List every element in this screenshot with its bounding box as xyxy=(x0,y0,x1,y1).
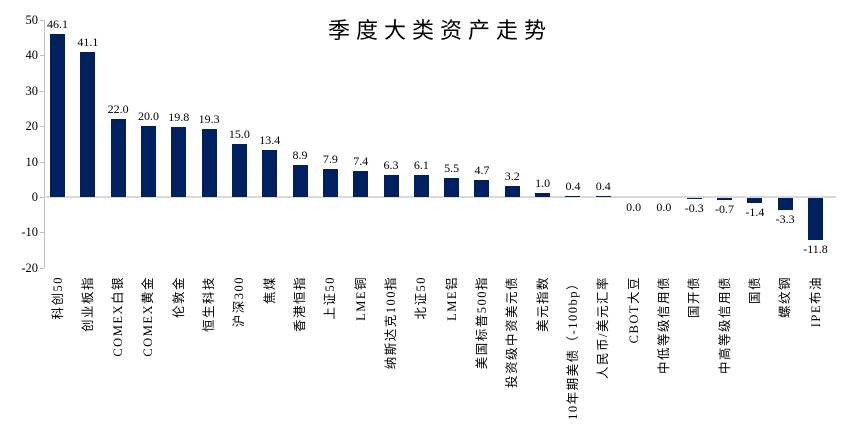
bar-value-label: 7.4 xyxy=(353,153,369,168)
y-tick-label: 50 xyxy=(25,13,39,27)
bar-value-label: -1.4 xyxy=(745,204,765,219)
bar xyxy=(444,177,460,197)
y-axis-tick xyxy=(40,55,44,57)
x-category-label: 香港恒指 xyxy=(293,276,308,333)
y-tick-label: -10 xyxy=(21,225,38,240)
bar xyxy=(504,185,520,197)
x-category-label: CBOT大豆 xyxy=(626,276,641,344)
bar-value-label: 7.9 xyxy=(322,152,338,167)
bar-value-label: 41.1 xyxy=(77,34,99,49)
x-category-label: 国开债 xyxy=(687,276,702,319)
bar-value-label: 6.1 xyxy=(413,158,429,173)
bar xyxy=(231,143,247,197)
x-category-label: 创业板指 xyxy=(80,276,95,333)
bar-value-label: -0.7 xyxy=(715,202,735,217)
bar xyxy=(747,198,763,203)
y-axis-tick xyxy=(40,126,44,128)
x-category-label: 中高等级信用债 xyxy=(717,276,732,375)
x-category-label: IPE布油 xyxy=(808,276,823,328)
bar xyxy=(777,198,793,210)
x-category-label: 北证50 xyxy=(414,276,429,320)
x-category-label: 国债 xyxy=(747,276,762,305)
bar-value-label: 46.1 xyxy=(47,16,68,31)
x-category-label: 上证50 xyxy=(323,276,338,320)
y-tick-label: 40 xyxy=(25,48,39,63)
y-tick-label: 10 xyxy=(25,154,39,169)
x-category-label: LME铝 xyxy=(444,276,459,321)
y-tick-label: -20 xyxy=(21,260,38,275)
y-axis-line xyxy=(44,20,45,268)
bar xyxy=(808,198,823,240)
bar xyxy=(353,170,369,197)
bar xyxy=(413,175,429,197)
bar-value-label: 13.4 xyxy=(259,132,281,147)
bar-value-label: 5.5 xyxy=(444,160,460,175)
bar-value-label: 22.0 xyxy=(107,102,129,117)
x-category-label: 伦敦金 xyxy=(171,276,186,319)
bar xyxy=(292,165,308,197)
y-tick-label: 20 xyxy=(25,119,39,134)
bar xyxy=(262,149,278,197)
x-category-label: 美元指数 xyxy=(535,276,550,333)
bar-value-label: 3.2 xyxy=(504,168,520,183)
bar-value-label: 19.3 xyxy=(198,111,220,126)
y-tick-label: 0 xyxy=(31,190,38,204)
zero-gridline xyxy=(44,196,836,198)
bar xyxy=(171,126,187,197)
bar xyxy=(535,193,551,197)
bar-value-label: 0.4 xyxy=(565,178,581,193)
bar-value-label: 8.9 xyxy=(292,148,308,163)
bar xyxy=(565,195,581,197)
bar xyxy=(322,169,338,197)
chart-title: 季度大类资产走势 xyxy=(327,18,552,43)
bar-value-label: 0.0 xyxy=(656,200,672,214)
y-axis-tick xyxy=(40,161,44,163)
x-category-label: 10年期美债（-100bp） xyxy=(565,276,580,420)
y-axis-tick xyxy=(40,267,44,269)
x-category-label: 投资级中资美元债 xyxy=(505,276,520,389)
y-axis-tick xyxy=(40,90,44,92)
x-category-label: 美国标普500指 xyxy=(474,276,489,370)
x-category-label: 纳斯达克100指 xyxy=(384,276,399,370)
y-axis-tick xyxy=(40,232,44,234)
bar xyxy=(110,119,126,197)
bar-value-label: 4.7 xyxy=(474,163,490,178)
x-category-label: 中低等级信用债 xyxy=(656,276,671,375)
bar xyxy=(717,198,733,201)
x-category-label: COMEX白银 xyxy=(111,276,126,357)
bar-value-label: -3.3 xyxy=(775,211,795,226)
bar xyxy=(140,126,156,197)
bar-value-label: -11.8 xyxy=(803,241,828,256)
x-category-label: 人民币/美元汇率 xyxy=(596,276,611,379)
y-tick-label: 30 xyxy=(25,83,39,98)
bar xyxy=(686,198,702,200)
bar-value-label: 1.0 xyxy=(535,176,551,191)
bar xyxy=(383,174,399,197)
bar-value-label: 15.0 xyxy=(228,126,250,141)
x-category-label: 沪深300 xyxy=(232,276,247,328)
bar-value-label: 6.3 xyxy=(383,157,399,172)
bar xyxy=(50,33,65,197)
x-category-label: 螺纹钢 xyxy=(778,276,793,319)
bar-value-label: 20.0 xyxy=(137,109,159,124)
y-axis-tick xyxy=(40,20,44,21)
y-axis-tick xyxy=(40,197,44,198)
bar-value-label: 0.4 xyxy=(595,178,611,193)
x-category-label: 焦煤 xyxy=(262,276,277,305)
x-category-label: COMEX黄金 xyxy=(141,276,156,357)
x-category-label: 科创50 xyxy=(50,276,65,320)
bar-value-label: -0.3 xyxy=(684,201,704,216)
x-category-label: LME铜 xyxy=(353,276,368,321)
bar xyxy=(595,195,611,197)
bar xyxy=(80,51,96,197)
x-category-label: 恒生科技 xyxy=(202,276,217,333)
bar xyxy=(474,180,490,197)
bar-value-label: 0.0 xyxy=(626,200,642,214)
bar-value-label: 19.8 xyxy=(168,109,190,124)
bar xyxy=(201,128,217,197)
